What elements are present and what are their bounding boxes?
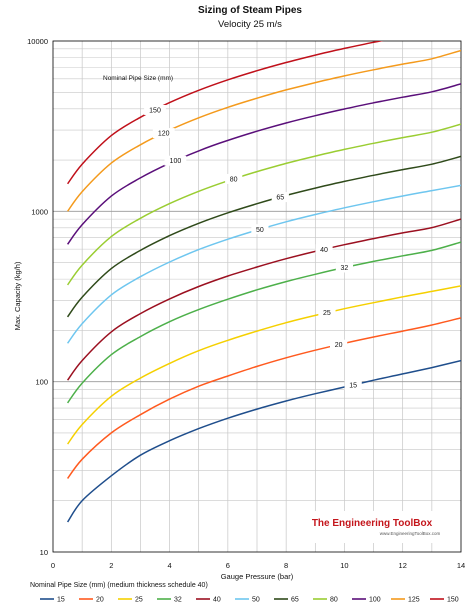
x-axis-ticks: 0 2 4 6 8 10 12 14 xyxy=(51,561,465,570)
chart-title: Sizing of Steam Pipes xyxy=(198,5,302,16)
series-line-125 xyxy=(66,49,461,212)
y-tick-label: 100 xyxy=(35,378,48,387)
legend-label-40: 40 xyxy=(213,597,221,604)
legend-label-125: 125 xyxy=(408,597,420,604)
series-line-150 xyxy=(66,41,384,185)
series-label-100: 100 xyxy=(170,158,182,165)
series-line-80 xyxy=(66,123,461,286)
legend-label-80: 80 xyxy=(330,597,338,604)
legend-label-50: 50 xyxy=(252,597,260,604)
x-tick-label: 14 xyxy=(457,561,465,570)
x-tick-label: 12 xyxy=(399,561,407,570)
series-label-bg-80 xyxy=(225,173,243,184)
legend-label-25: 25 xyxy=(135,597,143,604)
series-line-65 xyxy=(66,155,461,318)
series-line-15 xyxy=(66,359,461,523)
series-label-15: 15 xyxy=(349,382,357,389)
series-lines xyxy=(66,41,461,523)
series-line-25 xyxy=(66,285,461,445)
series-label-150: 150 xyxy=(149,107,161,114)
watermark-url: www.EngineeringToolBox.com xyxy=(380,531,441,536)
series-label-40: 40 xyxy=(320,247,328,254)
series-label-bg-15 xyxy=(344,379,362,390)
x-tick-label: 6 xyxy=(226,561,230,570)
legend-label-20: 20 xyxy=(96,597,104,604)
series-label-125: 120 xyxy=(158,131,170,138)
x-axis-label: Gauge Pressure (bar) xyxy=(221,572,294,581)
series-line-20 xyxy=(66,317,461,479)
series-label-65: 65 xyxy=(276,195,284,202)
series-label-25: 25 xyxy=(323,310,331,317)
x-tick-label: 4 xyxy=(167,561,171,570)
watermark: The Engineering ToolBox www.EngineeringT… xyxy=(304,511,441,543)
series-label-bg-20 xyxy=(330,339,348,350)
series-label-80: 80 xyxy=(230,176,238,183)
series-label-bg-100 xyxy=(164,155,187,166)
x-tick-label: 8 xyxy=(284,561,288,570)
y-tick-label: 10000 xyxy=(27,37,48,46)
plot-frame xyxy=(52,40,462,553)
watermark-text: The Engineering ToolBox xyxy=(312,518,433,529)
watermark-box xyxy=(304,511,440,543)
legend-label-15: 15 xyxy=(57,597,65,604)
series-label-32: 32 xyxy=(341,265,349,272)
y-tick-label: 10 xyxy=(40,548,48,557)
y-tick-label: 1000 xyxy=(31,207,48,216)
inset-label: Nominal Pipe Size (mm) xyxy=(103,75,173,82)
x-tick-label: 10 xyxy=(340,561,348,570)
y-axis-ticks: 10 100 1000 10000 xyxy=(27,37,48,557)
legend-label-65: 65 xyxy=(291,597,299,604)
series-label-bg-150 xyxy=(144,104,166,115)
series-label-20: 20 xyxy=(335,342,343,349)
series-line-32 xyxy=(66,241,461,404)
series-label-bg-65 xyxy=(271,192,289,203)
series-label-bg-25 xyxy=(318,307,336,318)
x-tick-label: 0 xyxy=(51,561,55,570)
series-label-bg-32 xyxy=(335,262,354,273)
series-label-bg-125 xyxy=(152,128,175,139)
legend-title: Nominal Pipe Size (mm) (medium thickness… xyxy=(30,582,208,589)
legend-label-32: 32 xyxy=(174,597,182,604)
grid xyxy=(53,41,461,552)
legend-label-150: 150 xyxy=(447,597,459,604)
legend-label-100: 100 xyxy=(369,597,381,604)
series-label-bg-40 xyxy=(315,244,333,255)
series-label-bg-50 xyxy=(251,224,269,235)
chart-subtitle: Velocity 25 m/s xyxy=(218,19,282,30)
y-axis-label: Max. Capacity (kg/h) xyxy=(13,261,22,330)
series-line-40 xyxy=(66,218,461,381)
legend: 15 20 25 32 40 50 65 80 100 125 150 xyxy=(40,597,459,604)
series-labels: 15 20 25 32 40 50 65 80 100 120 150 xyxy=(144,104,362,390)
series-label-50: 50 xyxy=(256,227,264,234)
x-tick-label: 2 xyxy=(109,561,113,570)
series-line-100 xyxy=(66,83,461,245)
